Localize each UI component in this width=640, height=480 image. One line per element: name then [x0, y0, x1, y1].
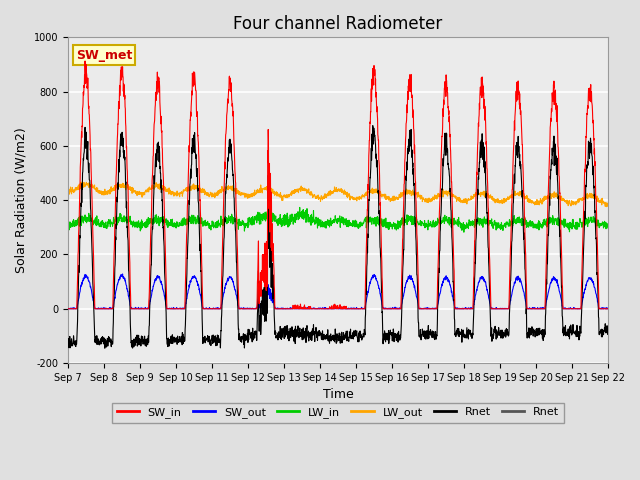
Title: Four channel Radiometer: Four channel Radiometer — [233, 15, 442, 33]
Text: SW_met: SW_met — [76, 48, 132, 61]
Y-axis label: Solar Radiation (W/m2): Solar Radiation (W/m2) — [15, 127, 28, 273]
Legend: SW_in, SW_out, LW_in, LW_out, Rnet, Rnet: SW_in, SW_out, LW_in, LW_out, Rnet, Rnet — [112, 403, 564, 422]
X-axis label: Time: Time — [323, 388, 353, 401]
